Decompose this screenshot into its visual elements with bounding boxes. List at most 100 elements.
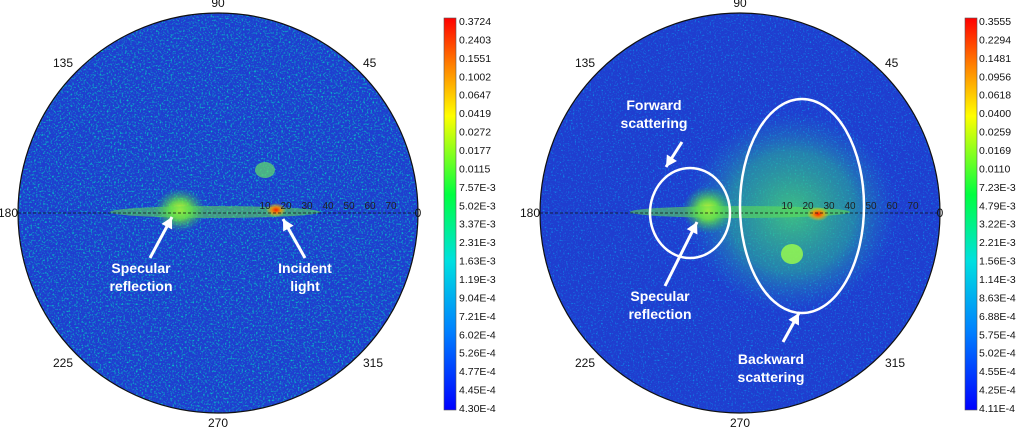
colorbar-tick-label: 0.0110	[979, 163, 1010, 175]
angle-label-45: 45	[363, 56, 377, 70]
colorbar-tick-label: 0.0272	[459, 127, 491, 139]
angle-label-90: 90	[733, 0, 747, 10]
colorbar-tick-label: 1.63E-3	[459, 256, 496, 268]
colorbar-tick-label: 6.88E-4	[979, 311, 1016, 323]
annotation-arrowhead-specular-reflection	[161, 217, 173, 230]
radial-label-70: 70	[907, 201, 919, 212]
incident-spot-left	[266, 203, 286, 217]
backward-scattering-outline	[738, 97, 866, 315]
radial-labels-right: 10 20 30 40 50 60 70	[781, 201, 919, 212]
colorbar-tick-label: 0.2294	[979, 34, 1011, 46]
colorbar-tick-label: 0.0115	[459, 163, 490, 175]
colorbar-gradient-right	[964, 17, 978, 411]
incident-spot-right	[807, 207, 829, 221]
angle-label-135: 135	[53, 56, 73, 70]
colorbar-tick-label: 1.56E-3	[979, 256, 1016, 268]
colorbar-tick-label: 0.2403	[459, 34, 491, 46]
colorbar-tick-label: 5.75E-4	[979, 329, 1016, 341]
small-spot-left	[255, 162, 275, 178]
colorbar-tick-label: 4.11E-4	[979, 403, 1015, 415]
colorbar-tick-label: 4.55E-4	[979, 366, 1016, 378]
forward-scattering-outline	[648, 166, 732, 260]
colorbar-tick-label: 0.3724	[459, 16, 491, 28]
radial-label-60: 60	[886, 201, 898, 212]
angle-label-225: 225	[575, 356, 595, 370]
colorbar-ticks-right: 0.3555 0.2294 0.1481 0.0956 0.0618 0.0400 0.02…	[979, 16, 1016, 415]
radial-label-50: 50	[865, 201, 877, 212]
angle-label-270: 270	[730, 416, 750, 427]
colorbar-tick-label: 1.19E-3	[459, 274, 496, 286]
radial-label-10: 10	[781, 201, 793, 212]
angle-label-180: 180	[0, 206, 18, 220]
colorbar-tick-label: 5.02E-3	[459, 200, 496, 212]
colorbar-tick-label: 0.1551	[459, 53, 491, 65]
radial-label-30: 30	[823, 201, 835, 212]
colorbar-tick-label: 0.0177	[459, 145, 491, 157]
angle-label-45: 45	[885, 56, 899, 70]
annotation-arrowhead-backward-scattering	[788, 313, 799, 326]
colorbar-tick-label: 0.1481	[979, 53, 1011, 65]
annotation-arrowhead-specular-reflection	[686, 222, 698, 235]
colorbar-right: 0.3555 0.2294 0.1481 0.0956 0.0618 0.0400 0.02…	[964, 16, 1016, 415]
radial-label-40: 40	[322, 201, 334, 212]
colorbar-tick-label: 0.0956	[979, 71, 1011, 83]
colorbar-gradient-left	[443, 17, 457, 411]
polar-plot-right: 10 20 30 40 50 60 70 90 45 0 315 270 225 180 135 Forw…	[520, 0, 944, 427]
colorbar-left: 0.3724 0.2403 0.1551 0.1002 0.0647 0.0419 0.02…	[443, 16, 496, 415]
colorbar-tick-label: 5.02E-4	[979, 348, 1016, 360]
annotation-forward-scattering: Forward scattering	[621, 97, 688, 131]
colorbar-tick-label: 0.3555	[979, 16, 1011, 28]
radial-label-70: 70	[385, 201, 397, 212]
colorbar-tick-label: 4.77E-4	[459, 366, 496, 378]
colorbar-tick-label: 4.30E-4	[459, 403, 496, 415]
annotation-arrowhead-incident-light	[283, 219, 294, 232]
angle-label-180: 180	[520, 206, 540, 220]
radial-labels-left: 10 20 30 40 50 60 70	[259, 201, 397, 212]
annotation-specular-reflection: Specular reflection	[628, 288, 691, 322]
angle-label-225: 225	[53, 356, 73, 370]
angle-label-315: 315	[885, 356, 905, 370]
colorbar-tick-label: 7.57E-3	[459, 182, 496, 194]
colorbar-tick-label: 3.22E-3	[979, 219, 1016, 231]
colorbar-tick-label: 5.26E-4	[459, 348, 496, 360]
radial-label-20: 20	[802, 201, 814, 212]
angle-label-135: 135	[575, 56, 595, 70]
angle-label-90: 90	[211, 0, 225, 10]
colorbar-tick-label: 1.14E-3	[979, 274, 1016, 286]
radial-label-50: 50	[343, 201, 355, 212]
colorbar-tick-label: 4.79E-3	[979, 200, 1016, 212]
colorbar-tick-label: 0.0259	[979, 127, 1011, 139]
radial-label-60: 60	[364, 201, 376, 212]
annotation-specular-reflection: Specular reflection	[109, 260, 172, 294]
colorbar-tick-label: 2.31E-3	[459, 237, 496, 249]
colorbar-tick-label: 2.21E-3	[979, 237, 1016, 249]
colorbar-tick-label: 7.21E-4	[459, 311, 496, 323]
colorbar-tick-label: 7.23E-3	[979, 182, 1016, 194]
annotation-arrow-specular-reflection	[663, 221, 699, 287]
angle-label-0: 0	[415, 206, 422, 220]
colorbar-tick-label: 0.0400	[979, 108, 1011, 120]
radial-label-40: 40	[844, 201, 856, 212]
colorbar-tick-label: 0.0618	[979, 90, 1011, 102]
colorbar-tick-label: 4.25E-4	[979, 385, 1016, 397]
annotation-backward-scattering: Backward scattering	[738, 351, 805, 385]
colorbar-tick-label: 6.02E-4	[459, 329, 496, 341]
angle-label-270: 270	[208, 416, 228, 427]
colorbar-tick-label: 9.04E-4	[459, 292, 496, 304]
colorbar-tick-label: 8.63E-4	[979, 292, 1016, 304]
colorbar-tick-label: 4.45E-4	[459, 385, 496, 397]
angle-label-315: 315	[363, 356, 383, 370]
radial-label-10: 10	[259, 201, 271, 212]
radial-label-30: 30	[301, 201, 313, 212]
lower-spot-right	[781, 244, 803, 264]
radial-label-20: 20	[280, 201, 292, 212]
annotations-left: Specular reflection Incident light	[109, 216, 332, 294]
angle-labels-left: 90 45 0 315 270 225 180 135	[0, 0, 422, 427]
colorbar-tick-label: 0.0169	[979, 145, 1011, 157]
polar-plot-left: 10 20 30 40 50 60 70 90 45 0 315 270 225 180 135 Spec…	[0, 0, 422, 427]
angle-label-0: 0	[937, 206, 944, 220]
colorbar-tick-label: 3.37E-3	[459, 219, 496, 231]
colorbar-ticks-left: 0.3724 0.2403 0.1551 0.1002 0.0647 0.0419 0.02…	[459, 16, 496, 415]
annotation-incident-light: Incident light	[278, 260, 332, 294]
